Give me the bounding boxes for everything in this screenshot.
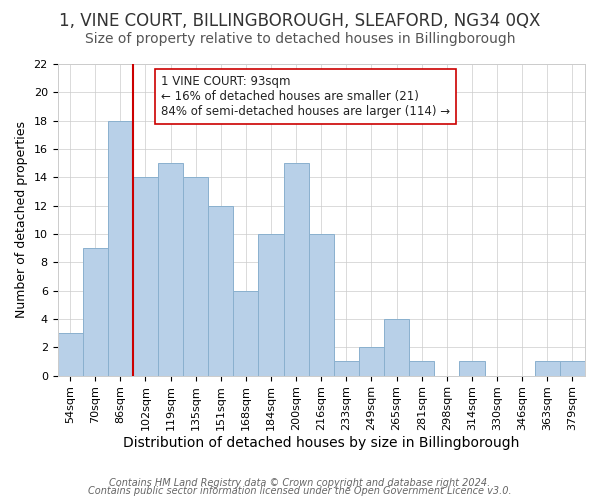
Text: 1 VINE COURT: 93sqm
← 16% of detached houses are smaller (21)
84% of semi-detach: 1 VINE COURT: 93sqm ← 16% of detached ho… — [161, 76, 449, 118]
Bar — [108, 120, 133, 376]
Bar — [334, 362, 359, 376]
Bar — [409, 362, 434, 376]
Bar — [460, 362, 485, 376]
Text: Size of property relative to detached houses in Billingborough: Size of property relative to detached ho… — [85, 32, 515, 46]
Text: Contains public sector information licensed under the Open Government Licence v3: Contains public sector information licen… — [88, 486, 512, 496]
Bar — [259, 234, 284, 376]
Bar — [158, 163, 183, 376]
Bar — [309, 234, 334, 376]
Bar — [359, 348, 384, 376]
Bar — [560, 362, 585, 376]
Bar — [284, 163, 309, 376]
Y-axis label: Number of detached properties: Number of detached properties — [15, 122, 28, 318]
Bar — [183, 178, 208, 376]
Bar — [535, 362, 560, 376]
X-axis label: Distribution of detached houses by size in Billingborough: Distribution of detached houses by size … — [123, 436, 520, 450]
Bar — [384, 319, 409, 376]
Bar — [208, 206, 233, 376]
Bar — [83, 248, 108, 376]
Bar — [58, 333, 83, 376]
Bar — [133, 178, 158, 376]
Text: Contains HM Land Registry data © Crown copyright and database right 2024.: Contains HM Land Registry data © Crown c… — [109, 478, 491, 488]
Bar — [233, 290, 259, 376]
Text: 1, VINE COURT, BILLINGBOROUGH, SLEAFORD, NG34 0QX: 1, VINE COURT, BILLINGBOROUGH, SLEAFORD,… — [59, 12, 541, 30]
